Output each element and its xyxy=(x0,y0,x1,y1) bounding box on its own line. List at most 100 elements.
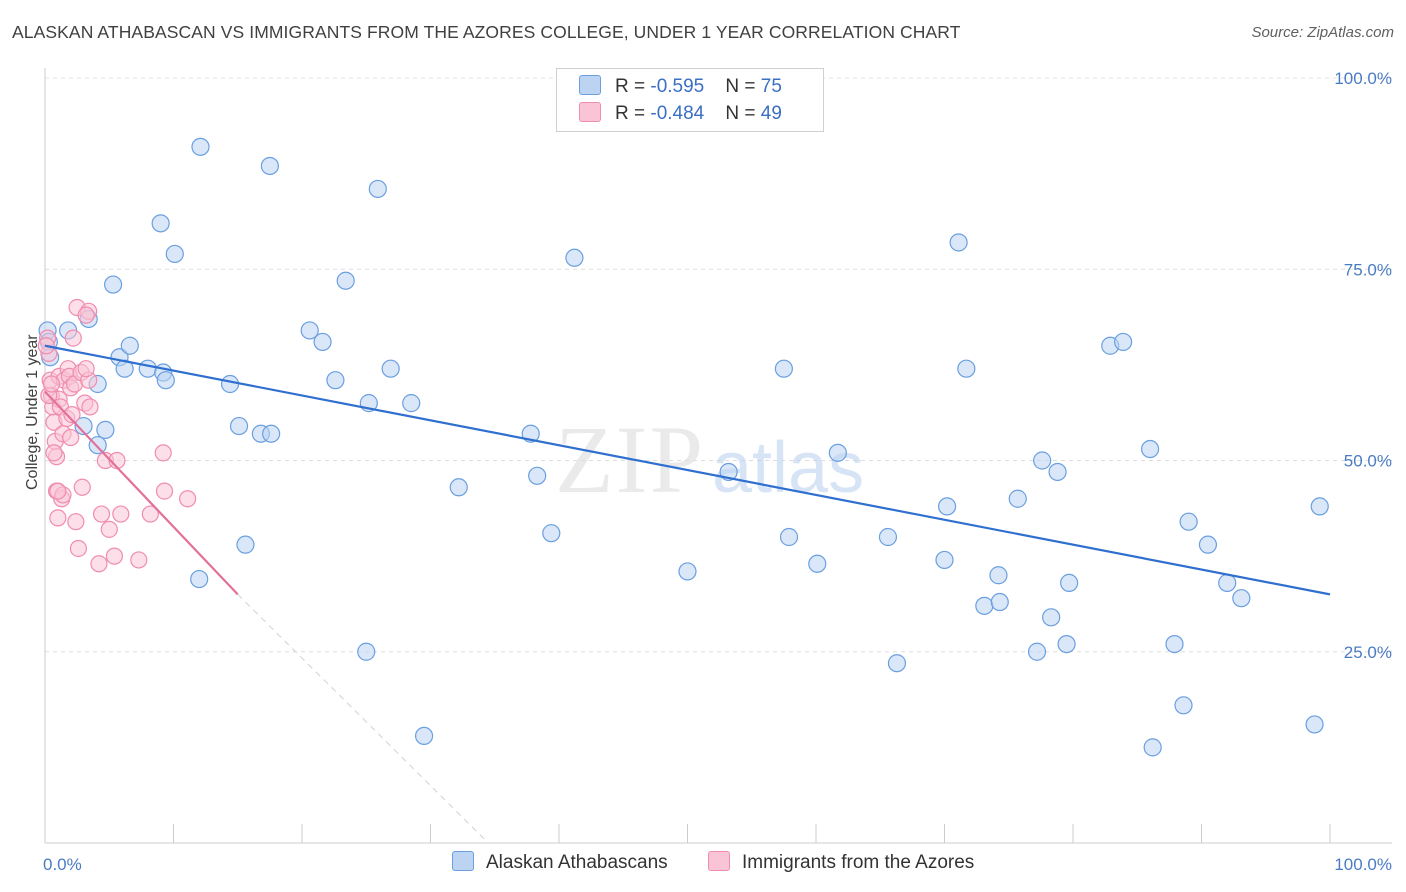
legend-n-value: 49 xyxy=(760,103,782,124)
point-athabascan xyxy=(774,359,793,378)
bottom-legend-swatch-blue xyxy=(452,851,474,871)
legend-row-azores: R = -0.484 N = 49 xyxy=(579,102,782,128)
point-azores xyxy=(42,375,61,393)
legend-r-value: -0.484 xyxy=(650,103,705,124)
point-azores xyxy=(81,398,99,416)
legend-r-label: R = xyxy=(615,103,651,124)
stats-legend: R = -0.595 N = 75 R = -0.484 N = 49 xyxy=(556,68,824,132)
bottom-legend-label: Immigrants from the Azores xyxy=(742,852,975,873)
x-tick-label-end: 100.0% xyxy=(1334,855,1392,874)
point-athabascan xyxy=(990,592,1009,612)
point-athabascan xyxy=(1027,642,1047,661)
point-athabascan xyxy=(1143,738,1162,757)
point-athabascan xyxy=(381,359,400,378)
y-tick-label: 75.0% xyxy=(1344,260,1392,279)
y-tick-label: 100.0% xyxy=(1334,69,1392,88)
legend-n-label: N = xyxy=(725,76,761,97)
point-athabascan xyxy=(565,248,584,267)
point-athabascan xyxy=(262,424,281,443)
point-athabascan xyxy=(542,524,561,543)
point-athabascan xyxy=(151,214,170,233)
legend-n-value: 75 xyxy=(760,76,782,97)
point-athabascan xyxy=(1310,497,1329,516)
point-azores xyxy=(130,551,148,569)
point-athabascan xyxy=(935,550,954,570)
point-athabascan xyxy=(414,726,434,746)
point-azores xyxy=(49,509,67,527)
bottom-legend-athabascans: Alaskan Athabascans xyxy=(452,851,668,874)
point-athabascan xyxy=(402,394,421,413)
point-athabascan xyxy=(1165,634,1184,654)
axes xyxy=(44,68,1392,844)
point-athabascan xyxy=(1305,715,1324,734)
point-azores xyxy=(179,490,197,508)
point-azores xyxy=(45,444,63,462)
point-athabascan xyxy=(1042,608,1061,627)
point-azores xyxy=(67,513,85,531)
point-azores xyxy=(141,505,159,523)
point-athabascan xyxy=(326,371,345,390)
point-athabascan xyxy=(878,527,898,547)
point-athabascan xyxy=(779,527,799,547)
point-athabascan xyxy=(220,374,240,394)
point-athabascan xyxy=(260,156,279,176)
point-athabascan xyxy=(1114,332,1133,352)
chart-title: ALASKAN ATHABASCAN VS IMMIGRANTS FROM TH… xyxy=(12,22,961,42)
point-azores xyxy=(64,329,82,347)
point-athabascan xyxy=(1198,535,1218,554)
point-athabascan xyxy=(1060,573,1079,593)
point-athabascan xyxy=(828,443,847,462)
point-azores xyxy=(63,406,81,424)
trend-line-azores xyxy=(44,390,239,596)
point-athabascan xyxy=(1179,512,1198,531)
point-athabascan xyxy=(1057,634,1076,654)
legend-swatch-blue xyxy=(579,75,601,95)
watermark: ZIP atlas xyxy=(555,406,864,513)
point-athabascan xyxy=(300,321,319,340)
point-athabascan xyxy=(1048,462,1067,482)
x-tick-label-start: 0.0% xyxy=(43,855,82,874)
point-athabascan xyxy=(1033,451,1052,470)
point-athabascan xyxy=(949,233,968,252)
point-azores xyxy=(100,520,118,538)
point-athabascan xyxy=(1174,696,1193,715)
point-athabascan xyxy=(236,535,255,554)
point-azores xyxy=(154,444,172,462)
point-athabascan xyxy=(528,466,547,485)
source-label: Source: ZipAtlas.com xyxy=(1251,24,1394,41)
point-azores xyxy=(69,539,88,558)
point-azores xyxy=(62,428,80,447)
point-athabascan xyxy=(165,244,184,264)
point-athabascan xyxy=(120,336,139,355)
point-athabascan xyxy=(808,554,827,573)
point-athabascan xyxy=(156,371,175,390)
legend-swatch-pink xyxy=(579,102,601,122)
point-athabascan xyxy=(989,566,1008,585)
point-athabascan xyxy=(1008,489,1027,508)
point-athabascan xyxy=(104,275,123,294)
point-athabascan xyxy=(1140,439,1160,459)
tick-labels: 100.0% 75.0% 50.0% 25.0% 0.0% 100.0% xyxy=(43,69,1392,874)
point-azores xyxy=(105,547,123,565)
point-athabascan xyxy=(1218,573,1237,593)
gridlines xyxy=(45,77,1392,653)
point-athabascan xyxy=(96,420,115,439)
legend-row-athabascans: R = -0.595 N = 75 xyxy=(579,75,782,101)
point-azores xyxy=(49,482,67,500)
point-athabascan xyxy=(190,569,209,589)
point-azores xyxy=(90,555,108,573)
watermark-atlas: atlas xyxy=(712,428,864,508)
point-athabascan xyxy=(975,596,994,615)
point-athabascan xyxy=(74,416,93,436)
point-azores xyxy=(77,360,95,378)
point-azores xyxy=(112,505,130,523)
point-athabascan xyxy=(887,654,907,673)
legend-r-value: -0.595 xyxy=(650,76,705,97)
point-athabascan xyxy=(678,562,697,581)
y-tick-label: 50.0% xyxy=(1344,452,1392,471)
bottom-legend-azores: Immigrants from the Azores xyxy=(708,851,974,874)
point-azores xyxy=(73,478,91,496)
legend-n-label: N = xyxy=(725,103,761,124)
trend-line-athabascans xyxy=(44,344,1331,596)
